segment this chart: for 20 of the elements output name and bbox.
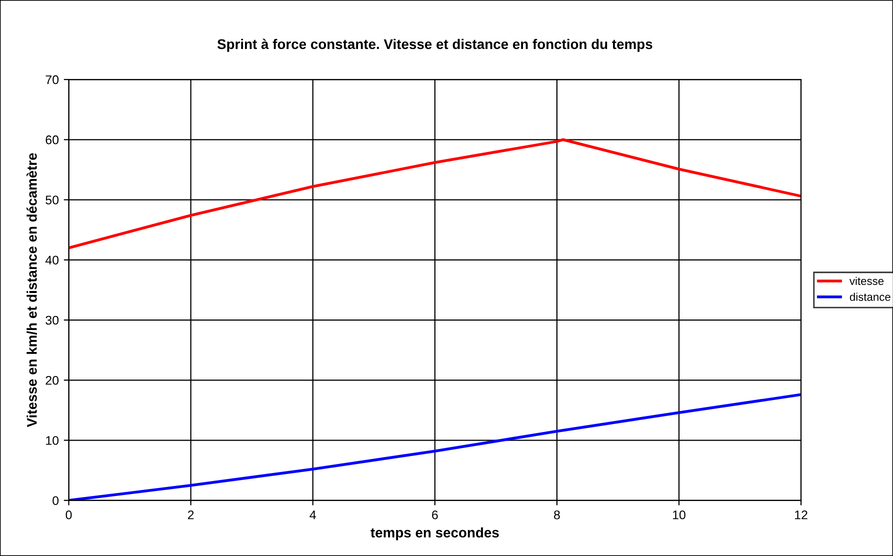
y-tick-label: 70 bbox=[46, 75, 59, 84]
x-tick-label: 0 bbox=[66, 510, 72, 520]
legend-label: distance bbox=[850, 292, 890, 301]
y-tick-label: 20 bbox=[46, 376, 59, 385]
chart-title: Sprint à force constante. Vitesse et distance en fonction du temps bbox=[217, 38, 652, 52]
legend-label: vitesse bbox=[849, 276, 884, 285]
x-tick-label: 4 bbox=[310, 510, 316, 520]
x-tick-label: 8 bbox=[554, 510, 560, 520]
y-axis-title: Vitesse en km/h et distance en décamètre bbox=[26, 153, 37, 428]
x-tick-label: 12 bbox=[795, 510, 808, 520]
x-axis-title: temps en secondes bbox=[370, 527, 499, 540]
x-tick-label: 10 bbox=[672, 510, 686, 520]
y-tick-label: 40 bbox=[45, 256, 59, 265]
y-tick-label: 10 bbox=[46, 436, 59, 445]
y-tick-label: 0 bbox=[52, 496, 59, 506]
x-tick-label: 6 bbox=[432, 510, 438, 520]
y-tick-label: 50 bbox=[46, 196, 59, 204]
y-tick-label: 30 bbox=[46, 316, 59, 325]
x-tick-label: 2 bbox=[188, 510, 194, 520]
y-tick-label: 60 bbox=[46, 135, 59, 144]
